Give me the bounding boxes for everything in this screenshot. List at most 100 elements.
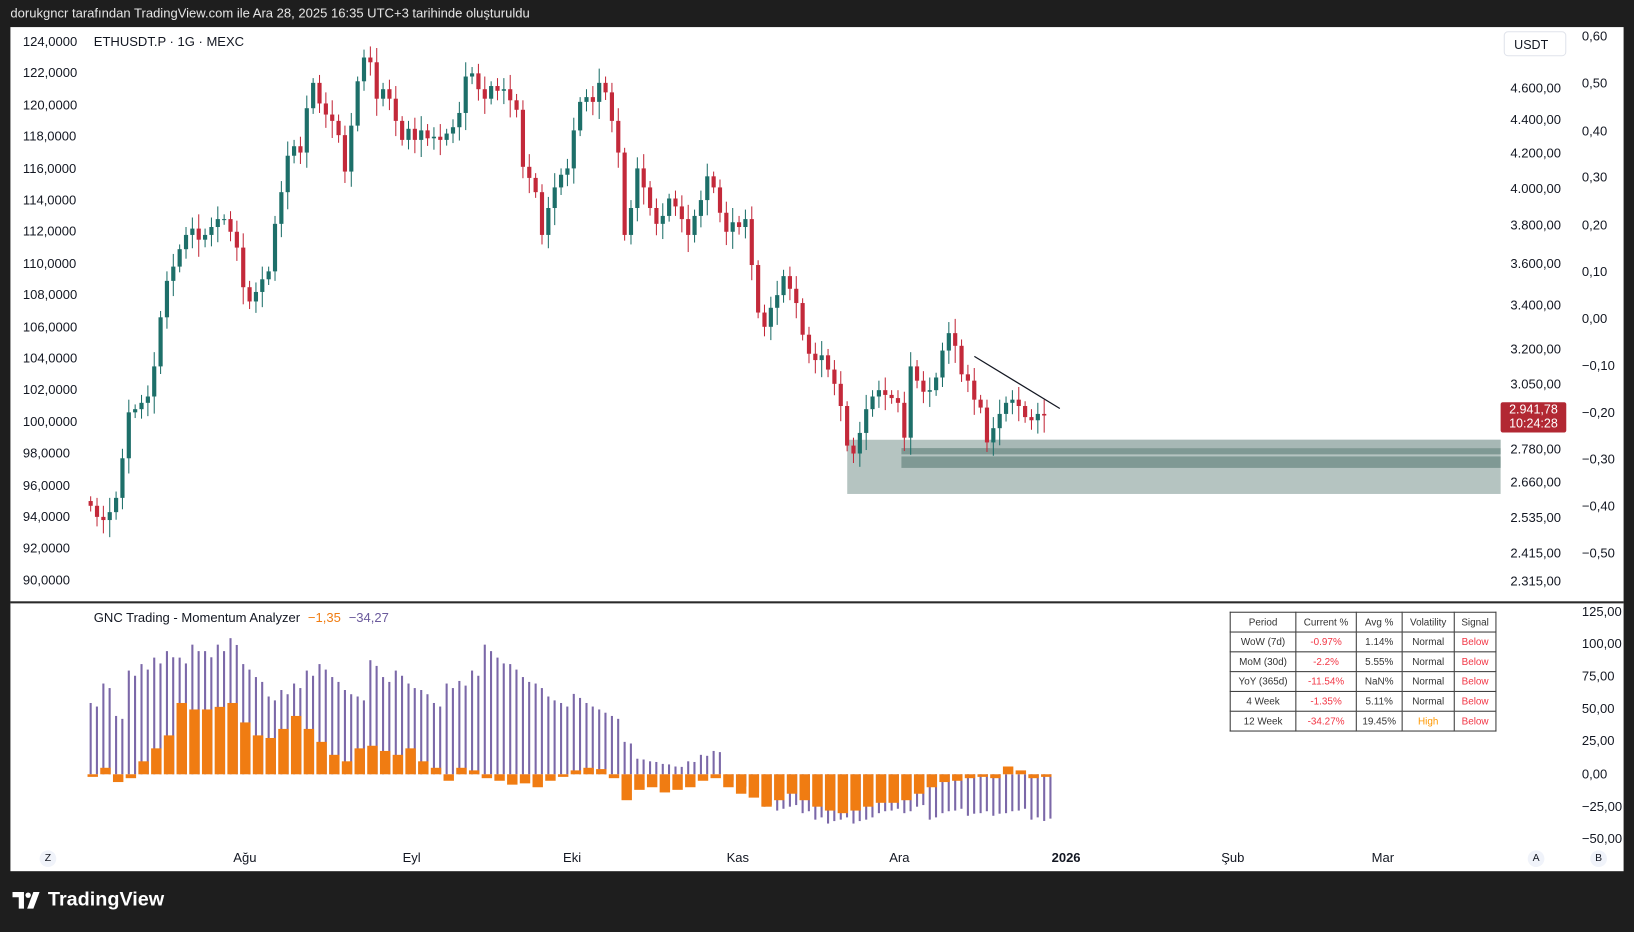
timezone-button[interactable]: Z — [39, 850, 57, 868]
right-axis-label: 2.780,00 — [1510, 441, 1562, 457]
candle-body — [495, 86, 500, 91]
candle-body — [361, 57, 367, 82]
momentum-bar — [394, 670, 397, 775]
candle-body — [978, 399, 983, 408]
change-bar — [672, 774, 683, 790]
change-bar — [329, 754, 340, 775]
left-axis-label: 124,0000 — [22, 34, 78, 49]
momentum-bar — [979, 774, 982, 814]
candle-body — [616, 120, 621, 153]
momentum-bar — [636, 758, 639, 775]
candle-body — [164, 280, 170, 318]
momentum-bar — [369, 660, 372, 775]
left-axis-label: 94,0000 — [22, 509, 71, 525]
change-bar — [977, 774, 988, 777]
candle-body — [88, 501, 93, 506]
candle-body — [864, 409, 869, 433]
candle-body — [870, 396, 875, 410]
change-bar — [1028, 774, 1039, 779]
pane-divider[interactable] — [10, 601, 1624, 603]
momentum-bar — [534, 683, 537, 775]
candle-body — [107, 512, 112, 521]
table-row: 4 Week -1.35% 5.11% Normal Below — [1229, 690, 1497, 712]
candle-body — [291, 146, 297, 156]
momentum-bar — [324, 669, 327, 775]
momentum-bar — [458, 680, 461, 775]
current-cell: -34.27% — [1295, 710, 1357, 732]
candle-body — [806, 334, 812, 354]
right-axis2-label: 0,00 — [1581, 311, 1608, 327]
indicator-axis-label: 125,00 — [1581, 604, 1622, 620]
momentum-bar — [165, 651, 168, 775]
candle-body — [565, 168, 570, 175]
candle-body — [667, 198, 672, 216]
signal-cell: Below — [1453, 671, 1497, 692]
change-bar — [468, 770, 480, 775]
momentum-bar — [337, 681, 340, 775]
momentum-bar — [146, 669, 149, 775]
tradingview-logo[interactable]: TradingView — [12, 889, 164, 912]
change-bar — [227, 702, 238, 775]
candle-body — [469, 73, 475, 77]
momentum-bar — [578, 697, 582, 775]
candle-body — [775, 295, 780, 308]
momentum-bar — [585, 702, 588, 775]
chart-caption: dorukgncr tarafından TradingView.com ile… — [10, 6, 530, 21]
candle-body — [762, 312, 767, 327]
candle-body — [152, 366, 157, 397]
momentum-bar — [318, 664, 321, 775]
change-bar — [990, 774, 1001, 779]
candle-body — [1016, 399, 1021, 407]
symbol-legend[interactable]: ETHUSDT.P · 1G · MEXC — [93, 34, 245, 49]
change-bar — [494, 774, 505, 781]
momentum-bar — [604, 712, 607, 775]
candle-body — [330, 114, 335, 121]
period-cell: YoY (365d) — [1229, 671, 1297, 692]
momentum-bar — [985, 774, 988, 812]
indicator-legend[interactable]: GNC Trading - Momentum Analyzer −1,35 −3… — [94, 611, 389, 626]
candle-body — [692, 215, 697, 235]
candle-body — [1023, 406, 1028, 418]
zone-stripe — [901, 448, 1501, 455]
right-axis2-label: −0,20 — [1581, 405, 1615, 420]
candle-body — [953, 333, 958, 346]
right-axis-label: 3.400,00 — [1510, 298, 1562, 313]
right-axis2-label: 0,50 — [1581, 76, 1608, 91]
candle-body — [203, 234, 208, 240]
change-bar — [341, 761, 353, 775]
momentum-bar — [153, 657, 156, 775]
candle-body — [603, 82, 608, 93]
right-axis2-label: 0,30 — [1581, 169, 1608, 185]
table-row: 12 Week -34.27% 19.45% High Below — [1229, 710, 1497, 732]
momentum-bar — [382, 677, 385, 775]
momentum-bar — [159, 663, 162, 775]
momentum-bar — [610, 715, 613, 775]
candle-body — [730, 222, 735, 232]
currency-button[interactable]: USDT — [1503, 31, 1567, 57]
scale-toggle-button[interactable]: B — [1590, 850, 1607, 868]
candle-body — [94, 505, 100, 517]
indicator-axis-label: 50,00 — [1581, 701, 1615, 717]
candle-body — [832, 369, 837, 384]
change-bar — [481, 774, 493, 779]
momentum-bar — [134, 675, 137, 775]
momentum-bar — [521, 677, 524, 775]
candle-body — [228, 219, 233, 232]
candle-body — [902, 402, 907, 438]
momentum-bar — [489, 651, 493, 775]
candle-body — [209, 227, 214, 235]
momentum-bar — [172, 657, 175, 775]
change-bar — [659, 774, 671, 793]
time-axis-label: Mar — [1371, 850, 1395, 865]
right-axis2-label: 0,60 — [1581, 29, 1608, 44]
candle-body — [717, 187, 723, 213]
candle-body — [393, 98, 398, 121]
change-bar — [774, 774, 785, 801]
auto-scale-button[interactable]: A — [1527, 850, 1545, 868]
candle-body — [946, 333, 951, 351]
volatility-cell: Normal — [1401, 631, 1455, 653]
candle-body — [260, 279, 265, 292]
candle-body — [120, 458, 125, 498]
momentum-bar — [687, 761, 690, 775]
